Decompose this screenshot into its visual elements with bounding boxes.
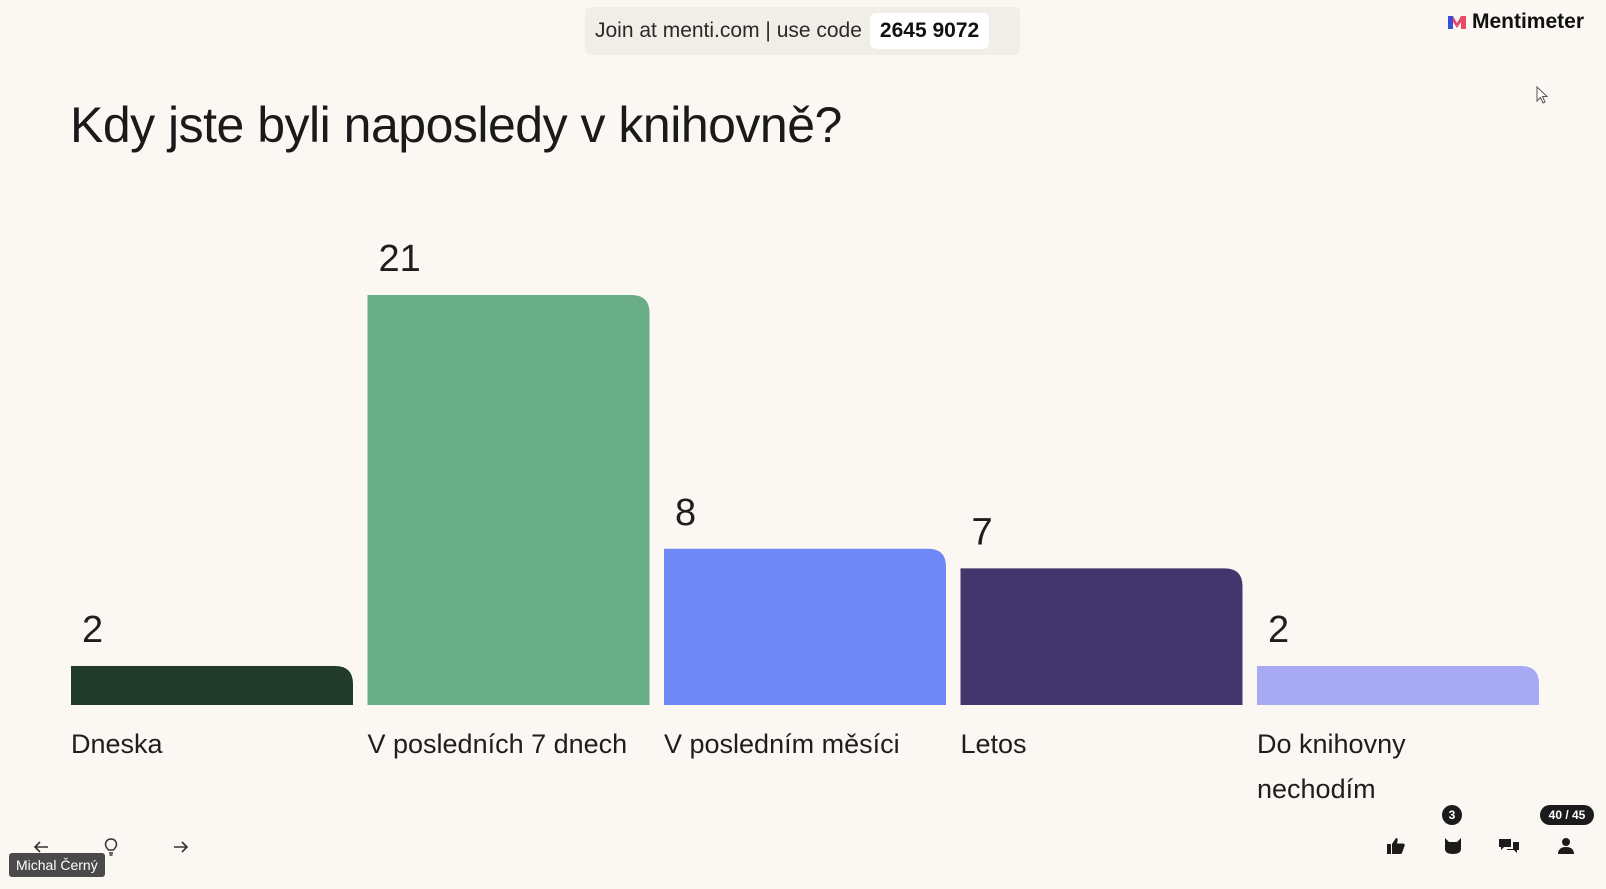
- mentimeter-logo-icon: [1447, 16, 1466, 29]
- category-label: V posledním měsíci: [664, 729, 900, 759]
- comments-icon: [1499, 839, 1519, 853]
- category-label: V posledních 7 dnech: [368, 729, 628, 759]
- bar-3: [664, 548, 946, 705]
- bar-value-label: 2: [82, 609, 103, 651]
- comments-button[interactable]: [1491, 828, 1527, 864]
- category-label: nechodím: [1257, 774, 1376, 804]
- join-text: Join at menti.com | use code: [595, 19, 862, 42]
- slide-counter-badge: 40 / 45: [1540, 805, 1594, 825]
- arrow-left-icon: [33, 841, 48, 853]
- bar-5: [1257, 665, 1539, 705]
- bar-value-label: 7: [972, 511, 993, 553]
- bar-1: [71, 665, 353, 705]
- arrow-right-icon: [174, 841, 189, 853]
- hint-button[interactable]: [94, 830, 128, 864]
- reactions-button[interactable]: [1378, 828, 1414, 864]
- next-slide-button[interactable]: [164, 830, 198, 864]
- cat-icon: [1445, 838, 1461, 854]
- bar-value-label: 2: [1268, 609, 1289, 651]
- person-icon: [1558, 838, 1574, 854]
- bar-value-label: 21: [379, 238, 421, 280]
- participants-button[interactable]: [1548, 828, 1584, 864]
- bar-2: [367, 295, 650, 705]
- category-label: Do knihovny: [1257, 729, 1406, 759]
- category-label: Letos: [961, 729, 1027, 759]
- lightbulb-icon: [104, 838, 118, 856]
- bar-4: [960, 568, 1243, 705]
- reactions-count-badge: 3: [1442, 805, 1462, 825]
- audience-controls: 3 40 / 45: [1378, 805, 1598, 872]
- thumbs-up-icon: [1387, 838, 1405, 854]
- presenter-name-tag: Michal Černý: [9, 853, 105, 877]
- join-instructions: Join at menti.com | use code 2645 9072: [585, 7, 1020, 55]
- cat-reactions-button[interactable]: [1435, 828, 1471, 864]
- category-label: Dneska: [71, 729, 164, 759]
- previous-slide-button[interactable]: [24, 830, 58, 864]
- brand-name: Mentimeter: [1471, 10, 1584, 33]
- mentimeter-logo: Mentimeter: [1447, 10, 1584, 34]
- bar-value-label: 8: [675, 492, 696, 534]
- question-title: Kdy jste byli naposledy v knihovně?: [70, 97, 842, 153]
- navigation-controls: [24, 830, 198, 864]
- join-code: 2645 9072: [869, 13, 990, 49]
- mouse-cursor-icon: [1536, 86, 1548, 104]
